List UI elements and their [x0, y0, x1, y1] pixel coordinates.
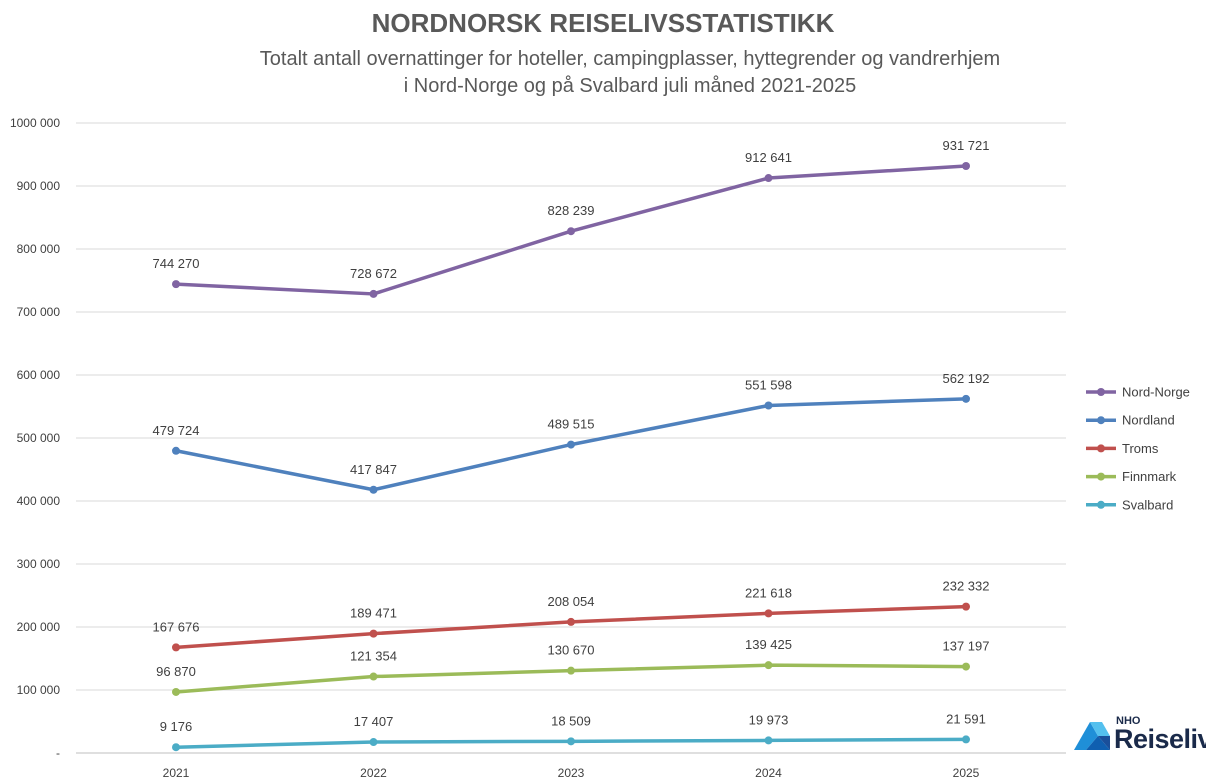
nho-logo-icon	[1074, 722, 1110, 750]
data-label: 931 721	[943, 138, 990, 153]
data-point	[369, 289, 378, 298]
data-label: 21 591	[946, 711, 986, 726]
data-labels: 744 270 728 672 828 239 912 641 931 721 479 7…	[153, 138, 990, 734]
data-label: 96 870	[156, 664, 196, 679]
x-tick-label: 2021	[163, 766, 190, 780]
data-point	[764, 174, 773, 183]
data-label: 912 641	[745, 150, 792, 165]
data-label: 167 676	[153, 619, 200, 634]
y-tick-label: 1000 000	[10, 116, 60, 130]
data-point	[172, 743, 180, 752]
legend-swatch-marker	[1097, 416, 1105, 425]
data-point	[764, 401, 773, 410]
y-tick-label: 100 000	[17, 683, 61, 697]
data-point	[962, 662, 970, 671]
data-label: 19 973	[749, 712, 789, 727]
x-tick-label: 2023	[558, 766, 585, 780]
data-point	[172, 687, 180, 696]
legend: Nord-Norge Nordland Troms Finnmark Svalbard	[1086, 385, 1190, 512]
chart-subtitle-line-1: Totalt antall overnattinger for hoteller…	[259, 48, 1001, 70]
data-label: 744 270	[153, 256, 200, 271]
legend-entry-nord-norge: Nord-Norge	[1122, 385, 1190, 400]
legend-entry-finnmark: Finnmark	[1122, 469, 1177, 484]
y-tick-label: 200 000	[17, 620, 61, 634]
legend-swatch-marker	[1097, 500, 1105, 509]
series-points	[172, 162, 970, 752]
y-tick-label: 600 000	[17, 368, 61, 382]
logo-big-text: Reiseliv	[1114, 724, 1206, 754]
data-point	[567, 737, 575, 746]
data-point	[567, 440, 575, 449]
data-label: 551 598	[745, 377, 792, 392]
data-label: 828 239	[548, 203, 595, 218]
y-axis: - 100 000 200 000 300 000 400 000 500 000 600 …	[10, 116, 60, 760]
y-tick-label: -	[56, 746, 60, 760]
data-label: 562 192	[943, 371, 990, 386]
data-point	[764, 609, 773, 618]
y-tick-label: 400 000	[17, 494, 61, 508]
data-point	[764, 736, 773, 745]
chart-title: NORDNORSK REISELIVSSTATISTIKK	[371, 8, 835, 38]
data-point	[172, 280, 180, 289]
data-label: 221 618	[745, 585, 792, 600]
y-tick-label: 800 000	[17, 242, 61, 256]
chart-subtitle: Totalt antall overnattinger for hoteller…	[0, 46, 1206, 100]
data-label: 137 197	[943, 639, 990, 654]
x-tick-label: 2024	[755, 766, 782, 780]
data-label: 130 670	[548, 643, 595, 658]
nho-reiseliv-logo	[1072, 714, 1202, 754]
data-label: 417 847	[350, 462, 397, 477]
data-point	[369, 629, 378, 638]
data-point	[764, 661, 773, 670]
data-point	[369, 738, 378, 747]
data-point	[369, 672, 378, 681]
legend-swatch-marker	[1097, 472, 1105, 481]
legend-entry-troms: Troms	[1122, 441, 1159, 456]
legend-swatch-marker	[1097, 388, 1105, 396]
x-tick-label: 2022	[360, 766, 387, 780]
gridlines	[76, 122, 1066, 754]
y-tick-label: 300 000	[17, 557, 61, 571]
data-point	[567, 227, 575, 236]
data-label: 489 515	[548, 417, 595, 432]
y-tick-label: 900 000	[17, 179, 61, 193]
legend-entry-nordland: Nordland	[1122, 413, 1175, 428]
legend-entry-svalbard: Svalbard	[1122, 497, 1173, 512]
data-point	[962, 162, 970, 171]
data-point	[962, 394, 970, 403]
data-label: 208 054	[548, 594, 595, 609]
data-label: 18 509	[551, 713, 591, 728]
data-point	[962, 735, 970, 744]
data-label: 139 425	[745, 637, 792, 652]
x-tick-label: 2025	[953, 766, 980, 780]
data-label: 479 724	[153, 423, 200, 438]
y-tick-label: 700 000	[17, 305, 61, 319]
y-tick-label: 500 000	[17, 431, 61, 445]
chart-subtitle-line-2: i Nord-Norge og på Svalbard juli måned 2…	[403, 75, 857, 97]
data-point	[172, 643, 180, 652]
x-axis: 2021 2022 2023 2024 2025	[163, 766, 980, 780]
series-lines	[174, 164, 968, 749]
data-point	[172, 446, 180, 455]
data-label: 232 332	[943, 579, 990, 594]
data-point	[962, 602, 970, 611]
data-point	[369, 485, 378, 494]
legend-swatch-marker	[1097, 444, 1105, 453]
data-label: 17 407	[354, 714, 394, 729]
logo-small-text: NHO	[1116, 715, 1141, 727]
data-point	[567, 617, 575, 626]
data-label: 9 176	[160, 719, 193, 734]
data-point	[567, 666, 575, 675]
data-label: 189 471	[350, 606, 397, 621]
data-label: 121 354	[350, 649, 397, 664]
data-label: 728 672	[350, 266, 397, 281]
